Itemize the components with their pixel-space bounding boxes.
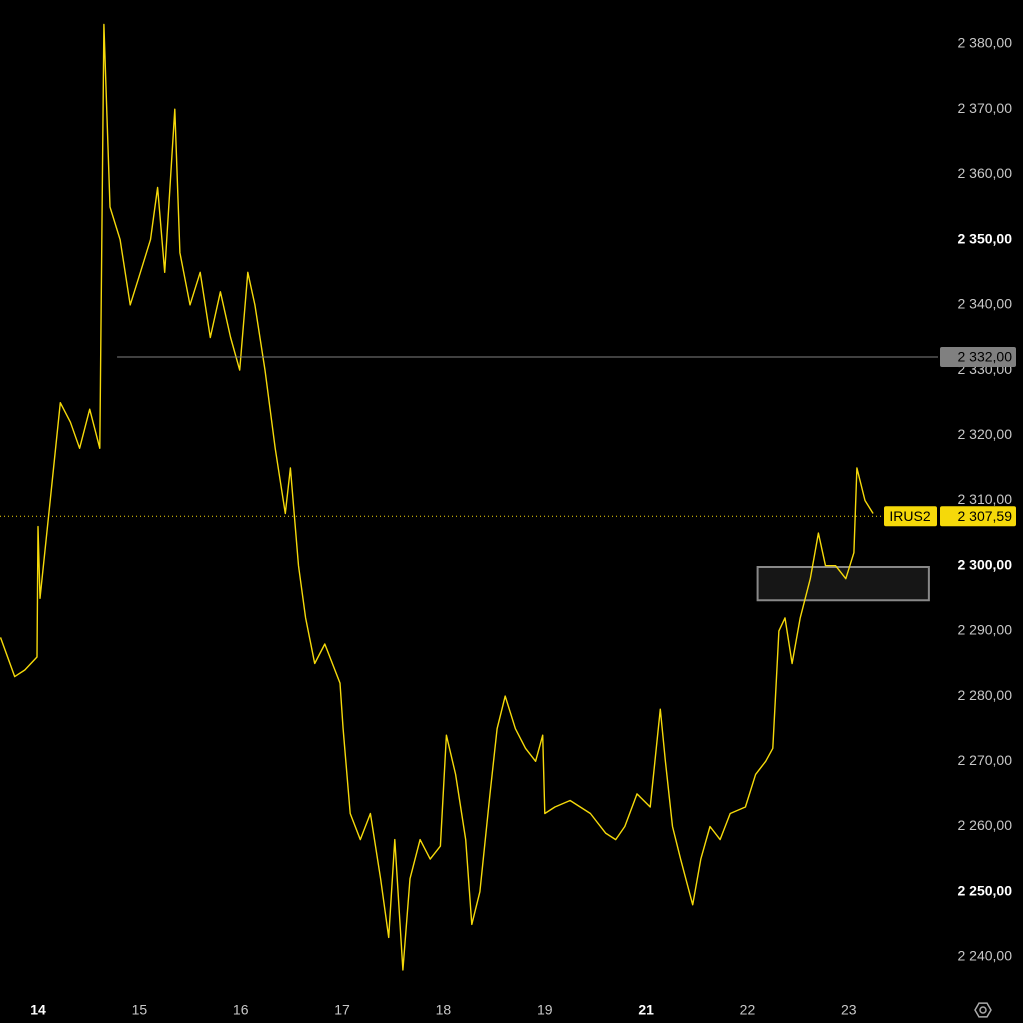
- y-tick-label: 2 280,00: [958, 687, 1013, 703]
- x-tick-label: 16: [233, 1002, 249, 1018]
- price-label: 2 332,00: [958, 349, 1013, 365]
- settings-dot: [979, 1006, 987, 1014]
- y-tick-label: 2 240,00: [958, 948, 1013, 964]
- price-label-box: [940, 506, 1016, 527]
- price-line: [0, 23, 874, 971]
- x-tick-label: 17: [334, 1002, 350, 1018]
- y-tick-label: 2 380,00: [958, 35, 1013, 51]
- price-label: 2 307,59: [958, 508, 1013, 524]
- x-tick-label: 15: [132, 1002, 148, 1018]
- price-label-box: [940, 347, 1016, 368]
- y-tick-label: 2 370,00: [958, 100, 1013, 116]
- x-tick-label: 22: [740, 1002, 756, 1018]
- x-tick-label: 14: [30, 1002, 46, 1018]
- y-tick-label: 2 350,00: [958, 230, 1013, 246]
- symbol-box: [884, 506, 937, 527]
- settings-hex: [974, 1002, 992, 1018]
- y-tick-label: 2 320,00: [958, 426, 1013, 442]
- x-tick-label: 19: [537, 1002, 553, 1018]
- y-tick-label: 2 340,00: [958, 296, 1013, 312]
- symbol-label: IRUS2: [889, 508, 930, 524]
- y-tick-label: 2 270,00: [958, 752, 1013, 768]
- y-tick-label: 2 310,00: [958, 491, 1013, 507]
- y-tick-label: 2 250,00: [958, 882, 1013, 898]
- x-tick-label: 23: [841, 1002, 857, 1018]
- x-tick-label: 21: [638, 1002, 654, 1018]
- x-tick-label: 18: [436, 1002, 452, 1018]
- y-tick-label: 2 300,00: [958, 556, 1013, 572]
- y-tick-label: 2 260,00: [958, 817, 1013, 833]
- y-tick-label: 2 290,00: [958, 622, 1013, 638]
- settings-icon[interactable]: [974, 1002, 992, 1018]
- y-tick-label: 2 360,00: [958, 165, 1013, 181]
- zone: [756, 566, 930, 602]
